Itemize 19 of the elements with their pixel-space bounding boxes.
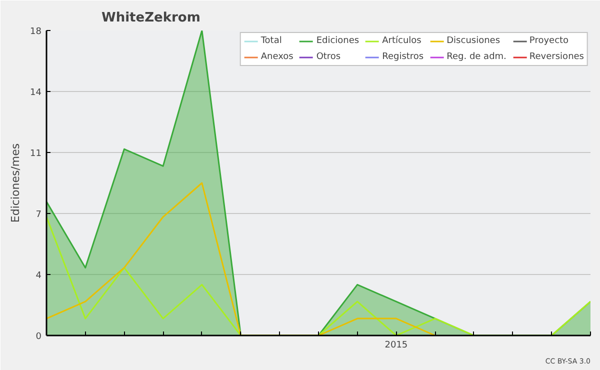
y-tick-label: 18 [30,27,42,37]
legend-label: Anexos [260,52,294,62]
legend-label: Artículos [382,36,422,46]
y-tick-label: 4 [36,271,42,281]
x-tick-label: 2015 [384,340,408,350]
chart-title: WhiteZekrom [102,10,200,26]
legend-label: Ediciones [316,36,360,46]
legend-label: Total [260,36,282,46]
legend-label: Reversiones [529,52,584,62]
legend-label: Reg. de adm. [446,52,506,62]
legend-label: Discusiones [446,36,500,46]
y-axis-title: Ediciones/mes [9,143,22,223]
legend-label: Registros [382,52,424,62]
y-tick-label: 11 [30,149,42,159]
y-tick-label: 0 [36,332,42,342]
legend-label: Proyecto [529,36,569,46]
y-tick-label: 14 [30,88,42,98]
y-tick-label: 7 [36,210,42,220]
legend-label: Otros [316,52,341,62]
